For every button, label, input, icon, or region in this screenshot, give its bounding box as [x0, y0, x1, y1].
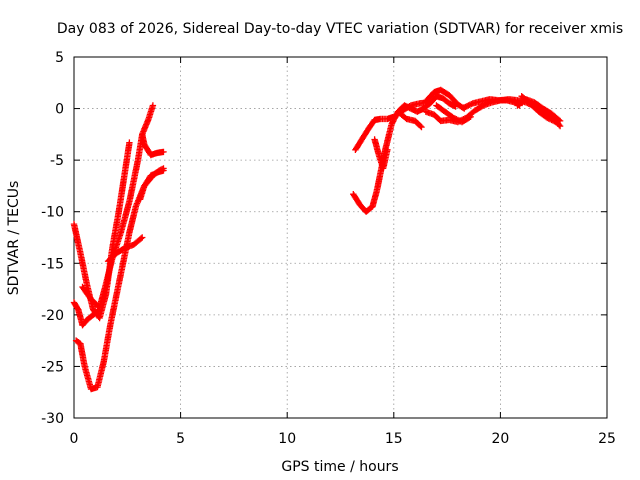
- data-point-run: [365, 117, 377, 133]
- series-track-q: [518, 93, 559, 126]
- series-track-b: [70, 299, 103, 329]
- y-tick-label: -5: [50, 153, 64, 169]
- data-point-run: [130, 234, 146, 248]
- x-tick-label: 0: [70, 431, 79, 447]
- grid-lines: [74, 57, 607, 418]
- data-point-run: [527, 100, 541, 114]
- data-point-run: [544, 114, 559, 126]
- data-point-run: [539, 105, 554, 117]
- data-point-run: [141, 173, 154, 190]
- data-point-run: [113, 261, 126, 298]
- data-point-run: [371, 136, 382, 157]
- x-tick-label: 10: [278, 431, 296, 447]
- data-point-run: [117, 199, 133, 236]
- y-tick-label: -10: [41, 205, 64, 221]
- y-tick-label: -20: [41, 308, 64, 324]
- data-point-run: [75, 306, 86, 327]
- data-point-run: [141, 141, 154, 157]
- series-track-j: [371, 136, 391, 172]
- data-point-run: [113, 245, 128, 257]
- data-point-run: [422, 90, 437, 105]
- data-point-run: [70, 299, 81, 312]
- data-point-run: [431, 111, 443, 124]
- data-point-run: [446, 92, 460, 107]
- data-point-run: [145, 102, 157, 123]
- data-point-run: [350, 191, 363, 207]
- data-point-run: [518, 93, 533, 106]
- data-point-run: [379, 146, 391, 172]
- data-point-run: [439, 95, 452, 106]
- data-point-run: [441, 108, 456, 121]
- data-point-run: [362, 204, 375, 215]
- data-point-run: [437, 86, 452, 98]
- data-series: [70, 86, 564, 393]
- data-point-run: [96, 282, 109, 311]
- data-point-run: [115, 168, 129, 215]
- y-tick-label: -30: [41, 411, 64, 427]
- x-axis-label: GPS time / hours: [281, 459, 398, 475]
- data-point-run: [153, 167, 167, 176]
- data-point-run: [122, 139, 133, 174]
- data-point-run: [100, 323, 114, 365]
- series-track-e: [104, 234, 146, 265]
- data-point-run: [531, 99, 545, 111]
- data-point-run: [72, 337, 83, 347]
- data-point-run: [79, 317, 90, 329]
- data-point-run: [461, 100, 475, 111]
- data-point-run: [352, 137, 365, 153]
- series-track-g: [136, 167, 167, 203]
- data-point-run: [458, 113, 474, 126]
- y-tick-label: 0: [55, 102, 64, 118]
- data-point-run: [446, 100, 459, 110]
- series-track-f: [139, 131, 167, 159]
- data-point-run: [369, 189, 380, 210]
- y-tick-label: -15: [41, 256, 64, 272]
- chart-title: Day 083 of 2026, Sidereal Day-to-day VTE…: [57, 21, 623, 37]
- series-track-d: [79, 102, 157, 311]
- data-point-run: [358, 127, 371, 143]
- series-track-i: [352, 99, 432, 153]
- x-tick-label: 20: [491, 431, 509, 447]
- y-tick-label: -25: [41, 359, 64, 375]
- data-point-run: [471, 103, 486, 114]
- x-tick-label: 5: [176, 431, 185, 447]
- data-point-run: [70, 220, 84, 255]
- data-point-run: [394, 108, 409, 122]
- data-point-run: [535, 108, 550, 121]
- series-track-k: [394, 108, 425, 131]
- data-point-run: [94, 359, 107, 391]
- data-point-run: [433, 102, 447, 114]
- data-point-run: [83, 312, 96, 324]
- series-track-n: [433, 102, 474, 126]
- data-point-run: [109, 210, 122, 251]
- data-point-run: [411, 117, 425, 131]
- data-point-run: [81, 363, 94, 391]
- data-point-run: [548, 110, 564, 125]
- y-axis-label: SDTVAR / TECUs: [6, 181, 22, 296]
- data-point-run: [79, 283, 94, 302]
- data-point-run: [399, 103, 413, 114]
- y-tick-label: 5: [55, 50, 64, 66]
- x-tick-label: 15: [385, 431, 403, 447]
- data-point-run: [126, 158, 141, 205]
- data-point-run: [107, 292, 120, 329]
- axis-ticks: 0 5 10 15 20 25 -30 -25 -20 -15 -10 -5 0 5: [41, 50, 616, 447]
- data-point-run: [153, 148, 167, 157]
- data-point-run: [104, 250, 119, 265]
- data-point-run: [126, 204, 139, 236]
- x-tick-label: 25: [598, 431, 616, 447]
- data-point-run: [77, 249, 90, 286]
